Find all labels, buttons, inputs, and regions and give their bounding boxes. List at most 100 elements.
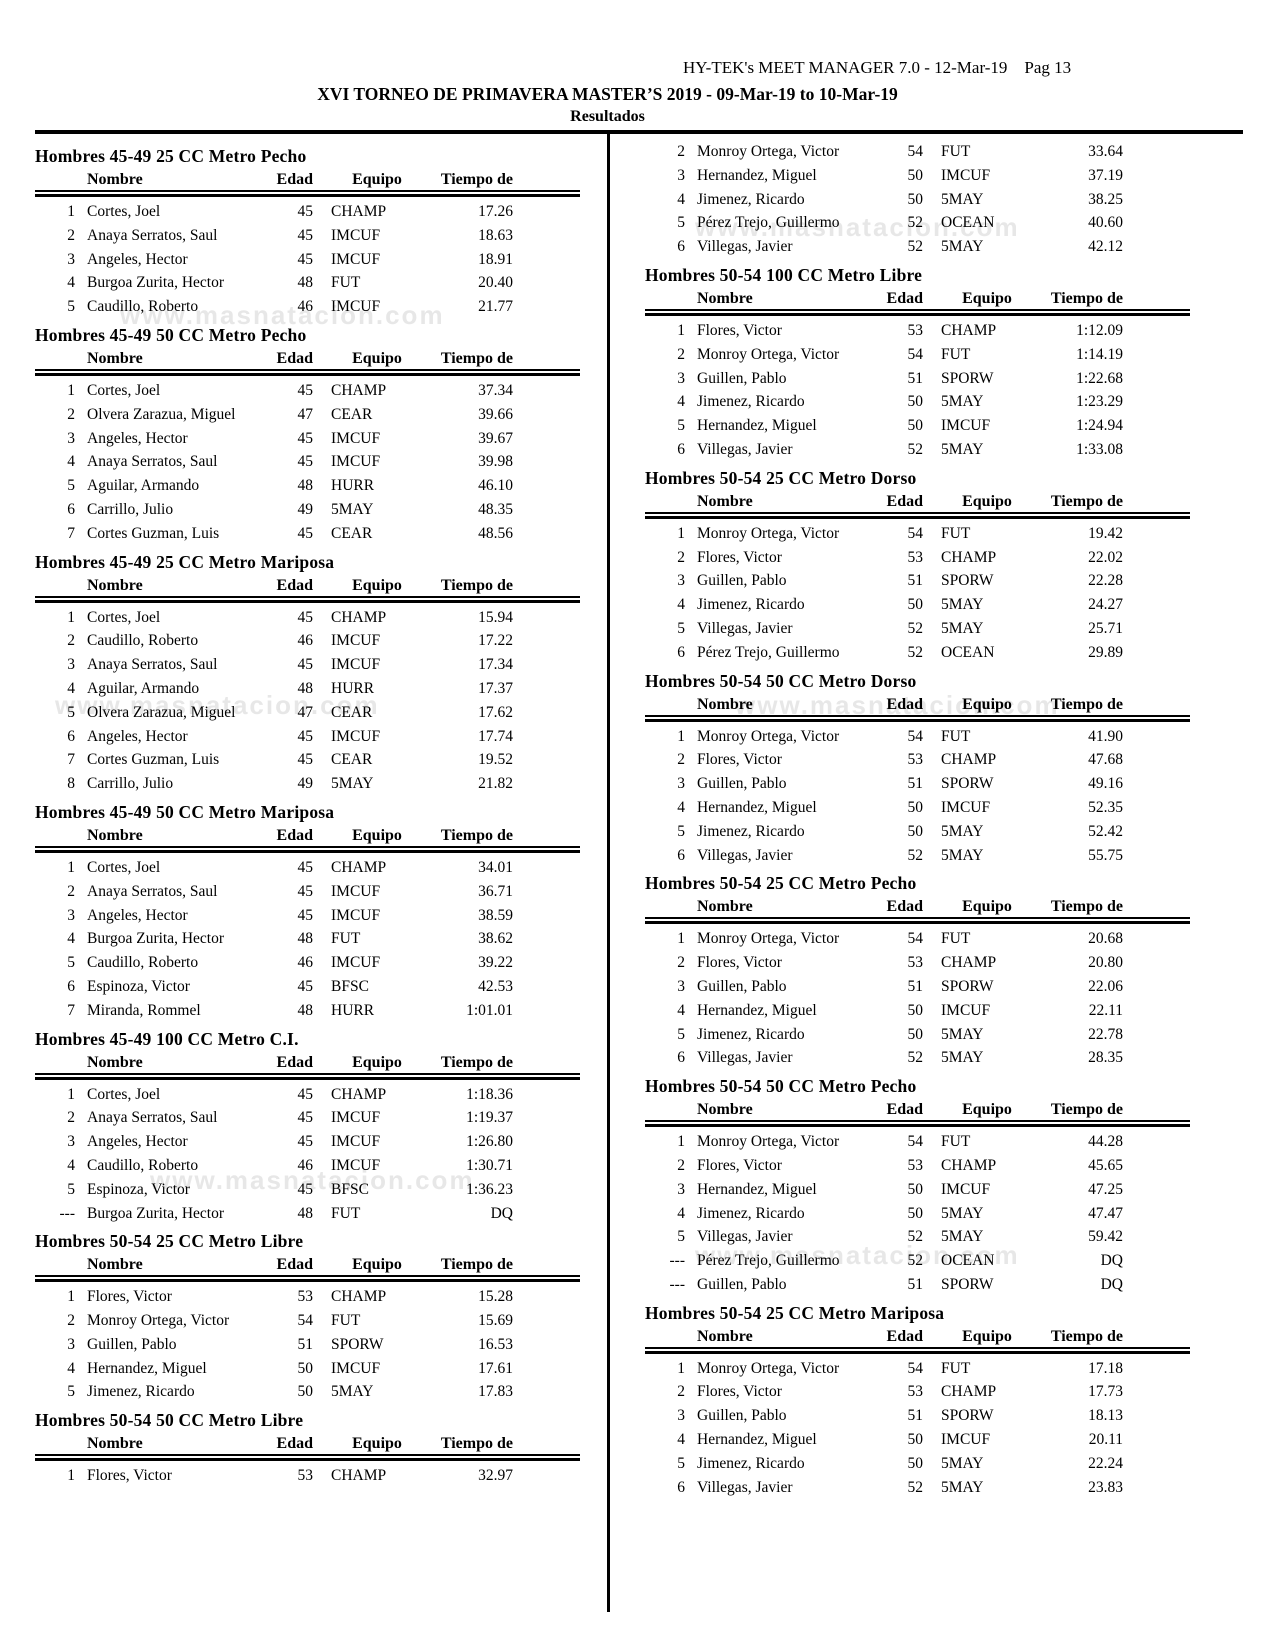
age-cell: 53 — [297, 1467, 314, 1485]
rank-cell: --- — [669, 1252, 686, 1270]
name-header: Nombre — [87, 826, 143, 844]
rank-cell: 4 — [67, 1156, 75, 1174]
rank-cell: 4 — [677, 596, 685, 614]
header-underline — [35, 849, 580, 853]
name-header: Nombre — [697, 695, 753, 713]
swimmer-name: Cortes, Joel — [87, 381, 161, 399]
swimmer-name: Anaya Serratos, Saul — [87, 882, 218, 900]
result-row: 1 Monroy Ortega, Victor 54 FUT 41.90 — [645, 725, 1123, 749]
time-cell: 1:26.80 — [466, 1133, 513, 1151]
result-row: 1 Cortes, Joel 45 CHAMP 34.01 — [35, 856, 513, 880]
age-cell: 52 — [907, 619, 924, 637]
time-header: Tiempo de — [1050, 492, 1123, 510]
rank-cell: 2 — [677, 548, 685, 566]
rank-header — [35, 1254, 87, 1275]
swimmer-name: Flores, Victor — [87, 1467, 172, 1485]
result-row: 2 Flores, Victor 53 CHAMP 22.02 — [645, 546, 1123, 570]
team-cell: HURR — [331, 477, 375, 495]
rank-cell: 5 — [677, 1454, 685, 1472]
swimmer-name: Villegas, Javier — [697, 619, 793, 637]
time-cell: 45.65 — [1088, 1156, 1123, 1174]
time-header: Tiempo de — [440, 1435, 513, 1453]
age-cell: 53 — [907, 954, 924, 972]
result-row: 3 Angeles, Hector 45 IMCUF 18.91 — [35, 248, 513, 272]
age-cell: 47 — [297, 703, 314, 721]
rank-cell: 2 — [677, 143, 685, 160]
age-cell: 54 — [907, 1133, 924, 1151]
name-header: Nombre — [697, 898, 753, 916]
header-underline — [35, 599, 580, 603]
table-header-row: Nombre Edad Equipo Tiempo de — [35, 1254, 513, 1275]
swimmer-name: Villegas, Javier — [697, 1478, 793, 1496]
team-cell: 5MAY — [941, 393, 984, 411]
table-header-row: Nombre Edad Equipo Tiempo de — [35, 825, 513, 846]
age-cell: 53 — [297, 1288, 314, 1306]
rank-cell: 3 — [677, 1407, 685, 1425]
swimmer-name: Monroy Ortega, Victor — [697, 345, 840, 363]
swimmer-name: Flores, Victor — [697, 751, 782, 769]
event-section: Hombres 50-54 25 CC Metro Libre Nombre Eda… — [35, 1231, 580, 1404]
team-cell: SPORW — [331, 1335, 384, 1353]
swimmer-name: Flores, Victor — [697, 548, 782, 566]
age-cell: 54 — [907, 930, 924, 948]
time-header: Tiempo de — [440, 826, 513, 844]
event-title: Hombres 50-54 25 CC Metro Mariposa — [645, 1302, 945, 1323]
rank-header — [35, 825, 87, 846]
team-cell: CHAMP — [941, 321, 997, 339]
team-cell: 5MAY — [941, 1228, 984, 1246]
swimmer-name: Flores, Victor — [697, 1383, 782, 1401]
swimmer-name: Monroy Ortega, Victor — [697, 930, 840, 948]
age-cell: 45 — [297, 381, 314, 399]
result-row: 5 Espinoza, Victor 45 BFSC 1:36.23 — [35, 1178, 513, 1202]
swimmer-name: Cortes, Joel — [87, 608, 161, 626]
result-row: 3 Angeles, Hector 45 IMCUF 1:26.80 — [35, 1130, 513, 1154]
rank-cell: 5 — [67, 954, 75, 972]
team-header: Equipo — [352, 1256, 402, 1274]
result-row: 7 Cortes Guzman, Luis 45 CEAR 48.56 — [35, 522, 513, 546]
team-cell: 5MAY — [941, 440, 984, 458]
swimmer-name: Villegas, Javier — [697, 238, 793, 256]
table-header: Nombre Edad Equipo Tiempo de — [645, 1099, 1190, 1123]
swimmer-name: Flores, Victor — [697, 321, 782, 339]
age-cell: 46 — [297, 1156, 314, 1174]
age-cell: 51 — [907, 775, 924, 793]
time-cell: 17.74 — [478, 727, 513, 745]
rank-header — [35, 1433, 87, 1454]
team-cell: 5MAY — [941, 822, 984, 840]
result-row: 3 Guillen, Pablo 51 SPORW 16.53 — [35, 1333, 513, 1357]
swimmer-name: Olvera Zarazua, Miguel — [87, 405, 236, 423]
rank-cell: 7 — [67, 524, 75, 542]
rank-cell: 6 — [677, 1049, 685, 1067]
team-cell: IMCUF — [941, 417, 991, 435]
age-cell: 50 — [907, 417, 924, 435]
age-cell: 50 — [907, 1431, 924, 1449]
result-row: 2 Flores, Victor 53 CHAMP 47.68 — [645, 748, 1123, 772]
swimmer-name: Monroy Ortega, Victor — [697, 1133, 840, 1151]
team-cell: HURR — [331, 679, 375, 697]
age-header: Edad — [886, 1101, 923, 1119]
time-cell: 40.60 — [1088, 214, 1123, 232]
age-cell: 45 — [297, 250, 314, 268]
team-header: Equipo — [962, 695, 1012, 713]
result-row: 6 Pérez Trejo, Guillermo 52 OCEAN 29.89 — [645, 641, 1123, 665]
team-cell: 5MAY — [941, 1454, 984, 1472]
result-row: 1 Cortes, Joel 45 CHAMP 37.34 — [35, 379, 513, 403]
time-cell: 15.69 — [478, 1312, 513, 1330]
time-cell: 1:22.68 — [1076, 369, 1123, 387]
time-cell: 32.97 — [478, 1467, 513, 1485]
team-cell: 5MAY — [941, 1478, 984, 1496]
rank-cell: 2 — [677, 751, 685, 769]
table-header-row: Nombre Edad Equipo Tiempo de — [645, 694, 1123, 715]
swimmer-name: Jimenez, Ricardo — [697, 190, 805, 208]
swimmer-name: Hernandez, Miguel — [697, 1001, 817, 1019]
rank-cell: 1 — [677, 321, 685, 339]
rank-cell: 4 — [677, 798, 685, 816]
age-header: Edad — [886, 492, 923, 510]
result-row: 8 Carrillo, Julio 49 5MAY 21.82 — [35, 772, 513, 796]
team-cell: IMCUF — [941, 166, 991, 184]
table-header-row: Nombre Edad Equipo Tiempo de — [645, 1099, 1123, 1120]
age-cell: 50 — [297, 1359, 314, 1377]
time-header: Tiempo de — [440, 576, 513, 594]
team-header: Equipo — [962, 1327, 1012, 1345]
time-header: Tiempo de — [440, 171, 513, 188]
